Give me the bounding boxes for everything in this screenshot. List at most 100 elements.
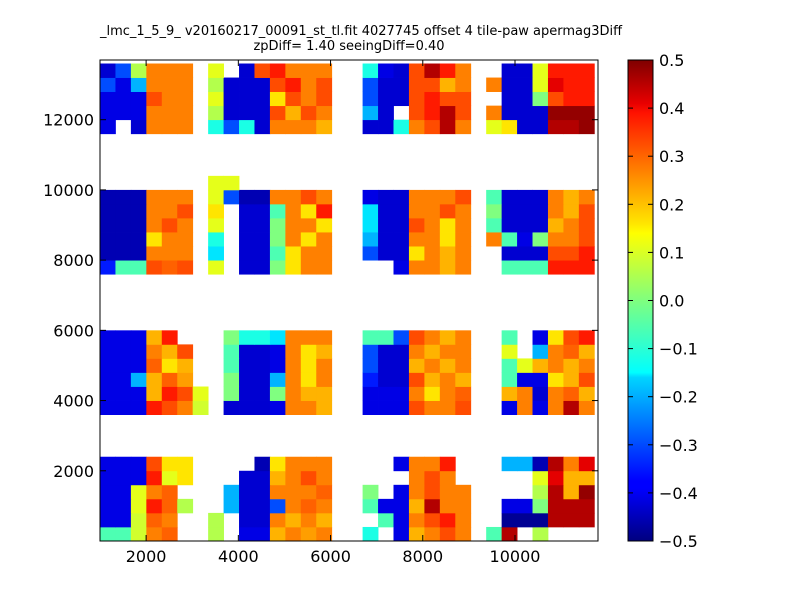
heatmap-cell	[578, 189, 595, 205]
heatmap-cell	[115, 189, 132, 205]
heatmap-cell	[300, 400, 317, 415]
heatmap-cell	[316, 119, 333, 135]
heatmap-cell	[130, 232, 147, 247]
heatmap-cell	[362, 77, 379, 92]
heatmap-cell	[408, 400, 425, 415]
heatmap-cell	[393, 372, 410, 387]
heatmap-cell	[563, 189, 580, 205]
heatmap-cell	[130, 386, 147, 401]
heatmap-cell	[439, 498, 456, 514]
heatmap-cell	[517, 260, 533, 275]
colorbar-tick-label: −0.3	[659, 436, 698, 455]
heatmap-cell	[501, 372, 518, 387]
heatmap-cell	[269, 358, 286, 373]
heatmap-cell	[177, 232, 194, 247]
heatmap-cell	[300, 246, 317, 261]
heatmap-cell	[115, 358, 132, 373]
heatmap-cell	[130, 189, 147, 205]
heatmap-cell	[362, 344, 379, 359]
heatmap-cell	[486, 189, 503, 205]
heatmap-cell	[146, 344, 163, 359]
heatmap-cell	[239, 330, 255, 345]
x-tick-label: 4000	[218, 547, 259, 566]
heatmap-cell	[486, 119, 503, 135]
heatmap-cell	[208, 105, 224, 121]
heatmap-cell	[547, 105, 564, 121]
heatmap-cell	[223, 175, 240, 191]
heatmap-cell	[578, 260, 595, 275]
heatmap-cell	[285, 456, 302, 472]
heatmap-cell	[532, 512, 549, 528]
heatmap-cell	[254, 189, 271, 205]
heatmap-cell	[501, 358, 518, 373]
heatmap-cell	[146, 358, 163, 373]
heatmap-cell	[393, 217, 410, 233]
heatmap-cell	[100, 330, 116, 345]
heatmap-cell	[100, 119, 116, 135]
heatmap-cell	[161, 526, 178, 542]
heatmap-cell	[547, 232, 564, 247]
heatmap-cell	[269, 400, 286, 415]
heatmap-cell	[408, 386, 425, 401]
heatmap-cell	[146, 77, 163, 92]
heatmap-cell	[362, 119, 379, 135]
heatmap-cell	[424, 77, 441, 92]
heatmap-cell	[408, 498, 425, 514]
heatmap-cell	[254, 372, 271, 387]
heatmap-cell	[269, 512, 286, 528]
heatmap-cell	[146, 330, 163, 345]
heatmap-cell	[115, 386, 132, 401]
heatmap-cell	[300, 372, 317, 387]
heatmap-cell	[424, 512, 441, 528]
heatmap-cell	[316, 63, 333, 78]
heatmap-cell	[455, 330, 472, 345]
heatmap-cell	[316, 217, 333, 233]
heatmap-cell	[100, 189, 116, 205]
heatmap-cell	[177, 344, 194, 359]
y-tick-label: 6000	[53, 321, 94, 340]
heatmap-cell	[378, 372, 394, 387]
heatmap-cell	[378, 498, 394, 514]
heatmap-cell	[455, 526, 472, 542]
heatmap-cell	[362, 91, 379, 107]
heatmap-cell	[547, 217, 564, 233]
heatmap-cell	[130, 246, 147, 261]
heatmap-cell	[517, 91, 533, 107]
heatmap-cell	[424, 400, 441, 415]
heatmap-cell	[578, 344, 595, 359]
heatmap-cell	[532, 77, 549, 92]
heatmap-cell	[424, 526, 441, 542]
heatmap-cell	[115, 260, 132, 275]
heatmap-cell	[146, 456, 163, 472]
heatmap-cell	[300, 119, 317, 135]
heatmap-cell	[161, 260, 178, 275]
heatmap-cell	[130, 512, 147, 528]
heatmap-cell	[393, 498, 410, 514]
heatmap-cell	[547, 512, 564, 528]
heatmap-cell	[362, 63, 379, 78]
heatmap-cell	[130, 400, 147, 415]
heatmap-cell	[130, 344, 147, 359]
heatmap-cell	[455, 119, 472, 135]
heatmap-cell	[161, 344, 178, 359]
heatmap-cell	[532, 484, 549, 500]
heatmap-cell	[408, 260, 425, 275]
heatmap-cell	[316, 358, 333, 373]
heatmap-cell	[239, 344, 255, 359]
heatmap-cell	[486, 105, 503, 121]
heatmap-cell	[362, 105, 379, 121]
heatmap-cell	[177, 386, 194, 401]
heatmap-cell	[424, 105, 441, 121]
heatmap-cell	[177, 260, 194, 275]
heatmap-cell	[115, 400, 132, 415]
heatmap-cell	[362, 484, 379, 500]
heatmap-cell	[424, 91, 441, 107]
heatmap-cell	[269, 526, 286, 542]
heatmap-cell	[300, 386, 317, 401]
heatmap-cell	[269, 330, 286, 345]
heatmap-cell	[378, 232, 394, 247]
heatmap-cell	[578, 512, 595, 528]
heatmap-cell	[501, 260, 518, 275]
heatmap-cell	[563, 217, 580, 233]
heatmap-cell	[517, 400, 533, 415]
